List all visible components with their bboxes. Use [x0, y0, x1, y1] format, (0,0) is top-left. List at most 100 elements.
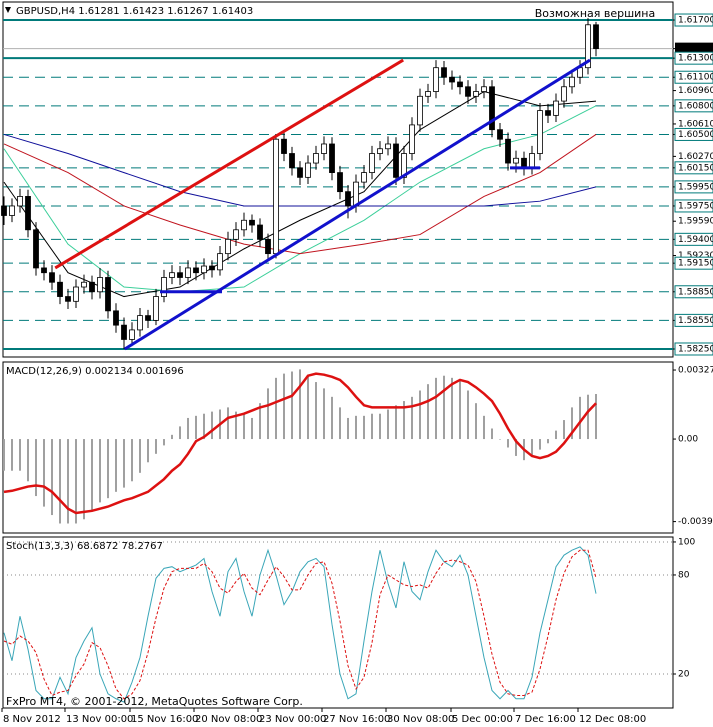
y-tick-label: 1.58250 [678, 344, 713, 354]
candle-body [337, 172, 343, 193]
macd-bar [347, 417, 349, 440]
macd-bar [147, 439, 149, 463]
candle-body [297, 167, 303, 178]
y-tick-label: 1.61300 [678, 54, 713, 64]
candle-body [305, 162, 311, 178]
level-label-bg [674, 99, 713, 113]
y-tick-label: 1.58550 [678, 316, 713, 326]
stochastic-line [3, 546, 597, 703]
macd-bar [155, 439, 157, 454]
candle-body [369, 153, 375, 173]
candle-body [489, 86, 495, 131]
macd-bar [227, 407, 229, 440]
macd-bar [19, 439, 21, 471]
macd-bar [539, 439, 541, 450]
y-tick-label: 80 [678, 570, 690, 580]
candle-body [513, 157, 519, 164]
macd-bar [491, 428, 493, 440]
macd-bar [51, 439, 53, 516]
candle-body [265, 238, 271, 255]
level-label-bg [674, 256, 713, 270]
macd-bar [67, 439, 69, 524]
candle-body [353, 181, 359, 207]
x-tick-label: 27 Nov 16:00 [323, 714, 390, 725]
x-tick-label: 20 Nov 08:00 [195, 714, 262, 725]
chart-title: GBPUSD,H4 1.61281 1.61423 1.61267 1.6140… [16, 6, 253, 17]
candle-body [9, 205, 15, 216]
candle-body [393, 143, 399, 178]
candle-body [585, 24, 591, 69]
macd-bar [75, 439, 77, 524]
panel-frame [2, 1, 674, 358]
y-tick-label: 1.60500 [678, 130, 713, 140]
macd-bar [339, 407, 341, 440]
macd-bar [35, 439, 37, 497]
candle-body [121, 324, 127, 340]
candle-body [33, 229, 39, 269]
y-tick-label: 1.60270 [678, 152, 713, 162]
macd-bar [107, 439, 109, 499]
macd-bar [363, 415, 365, 440]
panel-frame [2, 536, 674, 709]
x-tick-label: 5 Dec 00:00 [452, 714, 513, 725]
annotation: Возможная вершина [535, 7, 656, 20]
candle-body [313, 153, 319, 164]
candle-body [81, 281, 87, 288]
candle-body [25, 196, 31, 231]
candle-body [361, 172, 367, 183]
candle-body [289, 153, 295, 169]
candle-body [89, 281, 95, 293]
candle-body [457, 81, 463, 88]
candle-body [249, 219, 255, 226]
x-tick-label: 23 Nov 00:00 [259, 714, 326, 725]
macd-bar [427, 384, 429, 440]
candle-body [553, 100, 559, 116]
macd-bar [115, 439, 117, 492]
macd-bar [331, 396, 333, 440]
macd-bar [203, 413, 205, 440]
x-tick-label: 30 Nov 08:00 [387, 714, 454, 725]
macd-bar [27, 439, 29, 482]
level-label-bg [674, 13, 713, 27]
macd-bar [43, 439, 45, 507]
candle-body [441, 67, 447, 78]
candle-body [185, 267, 191, 278]
candle-body [1, 205, 7, 216]
macd-bar [91, 439, 93, 511]
x-tick-label: 12 Dec 08:00 [579, 714, 646, 725]
x-tick-label: 13 Nov 00:00 [66, 714, 133, 725]
macd-bar [451, 377, 453, 440]
level-label-bg [674, 180, 713, 194]
macd-bar [59, 439, 61, 524]
y-tick-label: 1.59230 [678, 251, 713, 261]
candle-body [409, 124, 415, 154]
candle-body [321, 143, 327, 154]
stochastic-line [3, 549, 597, 700]
y-tick-label: 1.59750 [678, 201, 713, 211]
y-tick-label: 1.61100 [678, 73, 713, 83]
candle-body [137, 315, 143, 331]
candle-body [161, 277, 167, 297]
macd-bar [371, 413, 373, 440]
macd-bar [467, 390, 469, 440]
candle-body [217, 253, 223, 271]
macd-bar [163, 439, 165, 446]
candle-body [97, 277, 103, 293]
candle-body [561, 86, 567, 102]
macd-bar [243, 413, 245, 440]
macd-bar [595, 394, 597, 440]
macd-bar [475, 403, 477, 440]
price-label-bg [675, 42, 713, 55]
y-tick-label: -0.00391 [678, 517, 713, 527]
y-tick-label: 1.59400 [678, 235, 713, 245]
macd-bar [483, 415, 485, 440]
x-tick-label: 8 Nov 2012 [3, 714, 61, 725]
y-tick-label: 1.60800 [678, 101, 713, 111]
candle-body [401, 153, 407, 178]
candle-body [145, 315, 151, 321]
macd-bar [419, 390, 421, 440]
candle-body [209, 265, 215, 271]
y-tick-label: 20 [678, 669, 690, 679]
macd-bar [299, 369, 301, 440]
